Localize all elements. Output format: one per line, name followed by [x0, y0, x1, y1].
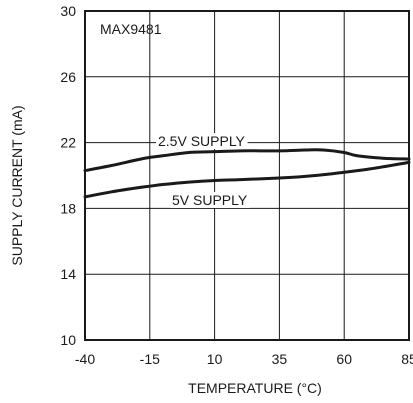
- y-tick-label-1: 14: [60, 266, 76, 282]
- x-tick-label-0: -40: [75, 351, 95, 367]
- x-tick-label-1: -15: [140, 351, 160, 367]
- annotation-5v-supply: 5V SUPPLY: [172, 192, 248, 208]
- plot-frame: [84, 10, 410, 341]
- annotation-backing-1: [170, 192, 250, 208]
- y-tick-label-2: 18: [60, 200, 76, 216]
- y-tick-label-0: 10: [60, 332, 76, 348]
- y-tick-label-4: 26: [60, 69, 76, 85]
- x-tick-label-5: 85: [401, 351, 413, 367]
- chart-title: MAX9481: [100, 21, 162, 37]
- y-tick-label-3: 22: [60, 135, 76, 151]
- annotation-backing-0: [156, 133, 248, 149]
- curve-layer: [83, 148, 411, 199]
- annotation-2-5v-supply: 2.5V SUPPLY: [158, 133, 246, 149]
- x-tick-label-4: 60: [336, 351, 352, 367]
- x-tick-label-2: 10: [207, 351, 223, 367]
- tick-layer: -40 -15 10 35 60 85 10 14 18 22 26 30: [60, 3, 413, 367]
- grid-layer: [84, 10, 410, 341]
- series-line-0: [83, 148, 411, 173]
- y-tick-label-5: 30: [60, 3, 76, 19]
- x-tick-label-3: 35: [272, 351, 288, 367]
- y-axis-label: SUPPLY CURRENT (mA): [9, 105, 25, 265]
- x-axis-label: TEMPERATURE (°C): [188, 380, 322, 396]
- series-line-1: [83, 160, 411, 199]
